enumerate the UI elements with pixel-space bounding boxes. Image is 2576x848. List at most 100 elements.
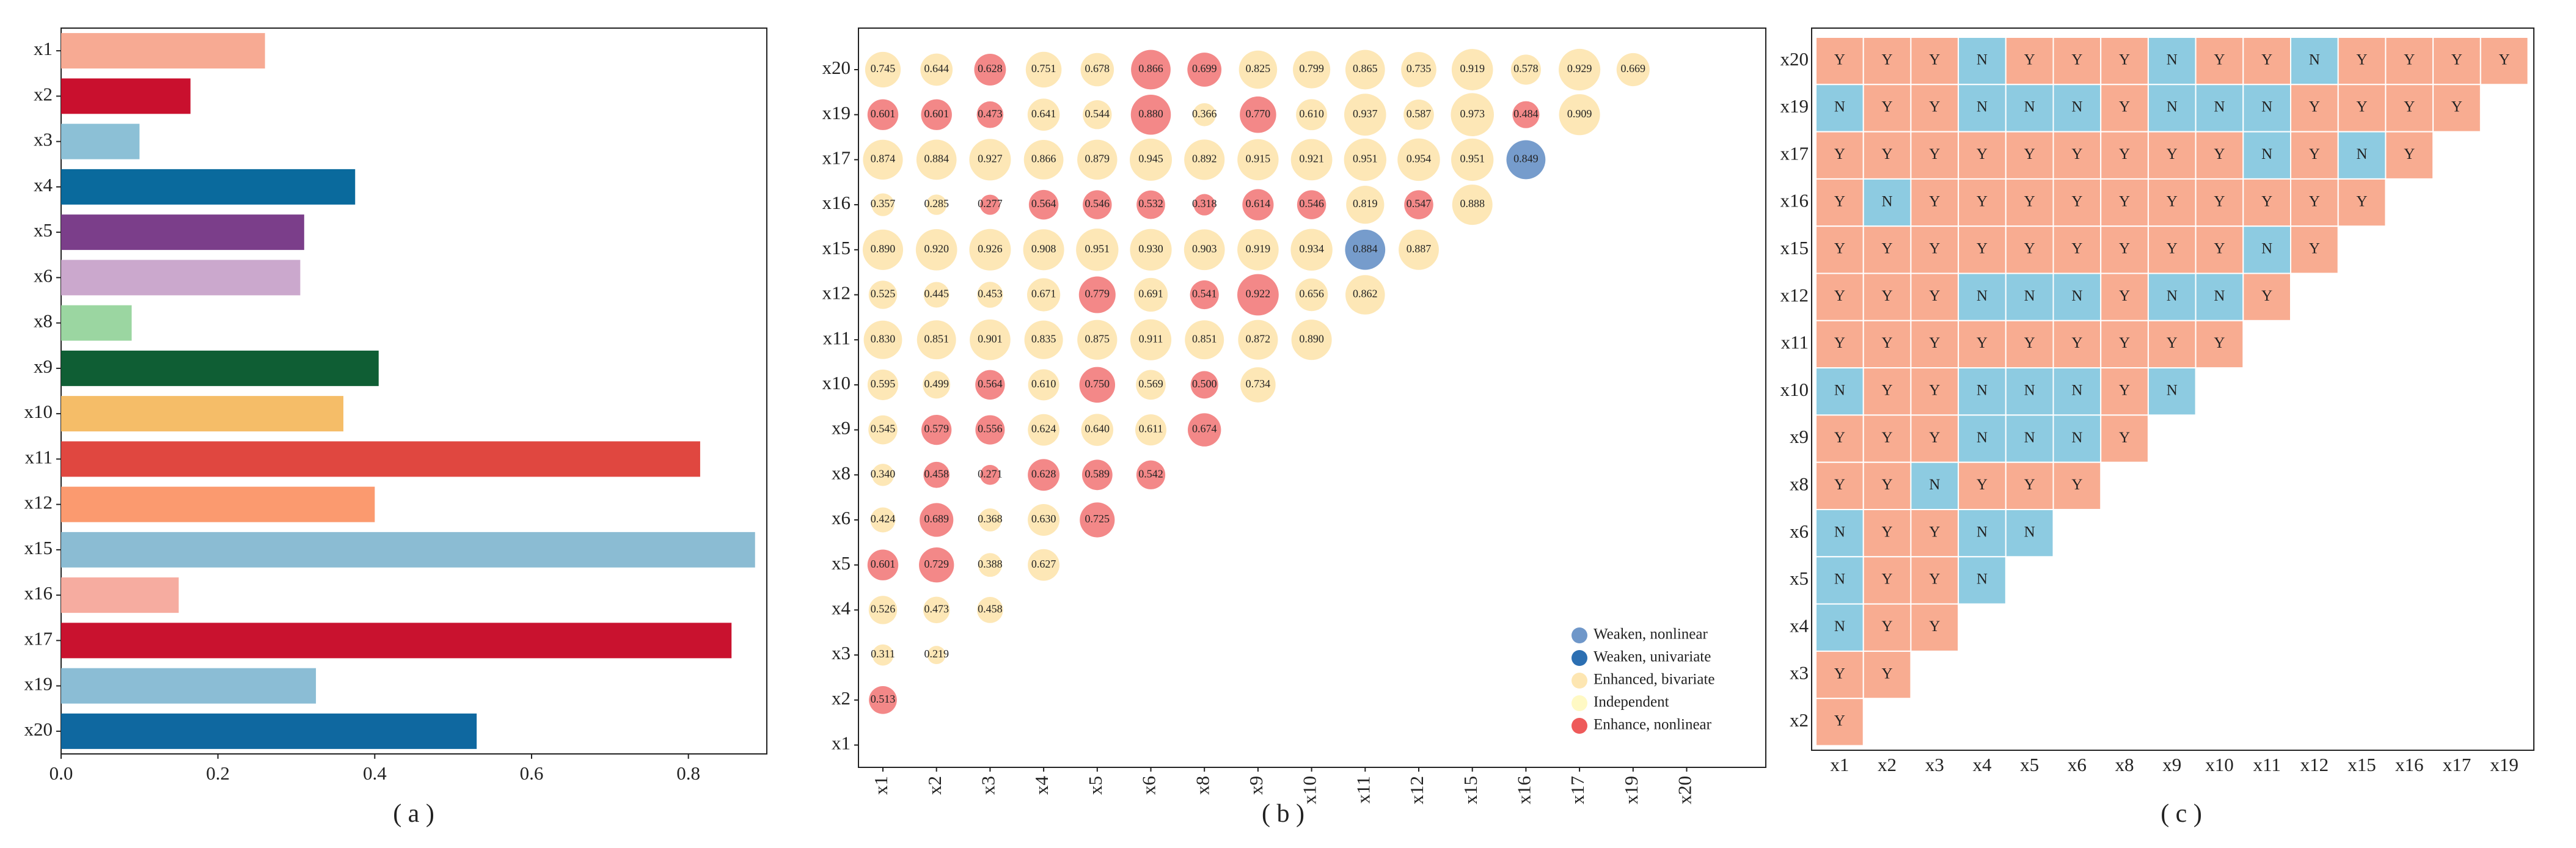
bar-x15 [61, 532, 755, 568]
cell-label: N [1834, 618, 1845, 635]
cell-label: N [2214, 99, 2225, 115]
cell-label: N [2167, 99, 2178, 115]
bubble-x12-x11 [1345, 275, 1385, 315]
cell-label: Y [1977, 241, 1988, 257]
bubble-value-label: 0.473 [924, 603, 949, 615]
x-tick-label: x6 [2068, 754, 2087, 775]
bubble-x10-x2 [923, 371, 951, 399]
bubble-value-label: 0.887 [1407, 243, 1432, 255]
bubble-value-label: 0.872 [1246, 332, 1271, 345]
bubble-value-label: 0.835 [1031, 332, 1056, 345]
bubble-x9-x1 [868, 415, 898, 445]
y-tick-label: x12 [822, 282, 851, 304]
x-tick-label: x17 [2443, 754, 2472, 775]
bubble-value-label: 0.945 [1138, 153, 1163, 165]
bubble-value-label: 0.277 [978, 197, 1003, 210]
bubble-x11-x8 [1185, 320, 1224, 360]
bubble-x16-x10 [1297, 190, 1326, 219]
x-tick-label: x16 [2395, 754, 2424, 775]
cell-label: Y [2024, 477, 2035, 493]
cell-label: Y [2071, 51, 2082, 68]
cell-x20-x6 [2052, 37, 2102, 86]
bubble-value-label: 0.934 [1299, 243, 1324, 255]
cell-label: Y [2261, 288, 2272, 304]
legend-swatch-enhanced_bivariate [1572, 673, 1587, 689]
cell-x15-x2 [1862, 225, 1912, 274]
cell-label: Y [2119, 288, 2130, 304]
cell-label: Y [1834, 665, 1845, 682]
bubble-x3-x1 [872, 644, 894, 666]
bubble-value-label: 0.884 [924, 153, 949, 165]
cell-label: Y [2261, 51, 2272, 68]
cell-x17-x10 [2195, 131, 2244, 180]
bubble-x17-x4 [1023, 140, 1064, 180]
y-tick-label: x10 [24, 401, 53, 422]
bubble-value-label: 0.484 [1513, 108, 1539, 120]
bar-x19 [61, 668, 317, 704]
cell-x19-x17 [2432, 84, 2481, 133]
x-tick-label: x2 [924, 776, 945, 795]
cell-label: N [1834, 99, 1845, 115]
bubble-value-label: 0.547 [1407, 197, 1432, 210]
cell-x20-x10 [2195, 37, 2244, 86]
cell-label: Y [1882, 382, 1893, 398]
cell-label: Y [1929, 288, 1940, 304]
bubble-value-label: 0.340 [871, 467, 896, 480]
cell-x15-x12 [2290, 225, 2339, 274]
cell-label: Y [2119, 429, 2130, 446]
bubble-value-label: 0.875 [1085, 332, 1110, 345]
cell-x12-x3 [1910, 272, 1959, 321]
bubble-x9-x2 [921, 414, 952, 445]
bubble-x16-x8 [1193, 194, 1215, 216]
y-tick-label: x12 [24, 492, 53, 513]
cell-label: N [1977, 524, 1988, 540]
bubble-value-label: 0.874 [871, 153, 896, 165]
bubble-x16-x15 [1452, 185, 1493, 225]
cell-x20-x1 [1815, 37, 1864, 86]
bubble-x19-x3 [976, 101, 1004, 128]
cell-label: Y [1882, 477, 1893, 493]
bubble-x9-x8 [1188, 413, 1221, 447]
cell-x8-x3 [1910, 461, 1959, 511]
cell-label: Y [2499, 51, 2510, 68]
bar-x10 [61, 396, 343, 432]
cell-x15-x8 [2100, 225, 2149, 274]
cell-label: Y [2214, 241, 2225, 257]
cell-label: Y [1977, 193, 1988, 210]
bubble-value-label: 0.745 [871, 62, 896, 75]
bubble-value-label: 0.601 [871, 558, 896, 570]
cell-label: N [1977, 429, 1988, 446]
cell-label: N [2167, 288, 2178, 304]
bubble-x11-x1 [863, 320, 902, 359]
bubble-value-label: 0.866 [1031, 153, 1056, 165]
cell-x6-x3 [1910, 509, 1959, 558]
bubble-value-label: 0.884 [1353, 243, 1378, 255]
bubble-x10-x3 [975, 370, 1005, 400]
bubble-x16-x1 [871, 193, 895, 216]
bubble-x20-x19 [1616, 53, 1650, 87]
y-tick-label: x4 [1790, 615, 1809, 636]
cell-label: Y [1882, 146, 1893, 163]
cell-label: Y [1834, 241, 1845, 257]
cell-x10-x9 [2147, 367, 2197, 416]
cell-label: Y [1929, 51, 1940, 68]
bubble-value-label: 0.458 [924, 467, 949, 480]
cell-label: Y [2119, 335, 2130, 351]
bubble-value-label: 0.922 [1246, 288, 1271, 300]
legend-label: Enhanced, bivariate [1594, 671, 1715, 688]
bar-x4 [61, 169, 356, 205]
y-tick-label: x12 [1780, 284, 1809, 305]
y-tick-label: x8 [1790, 473, 1809, 494]
cell-x10-x1 [1815, 367, 1864, 416]
bubble-x9-x4 [1028, 414, 1059, 446]
x-tick-label: x1 [1830, 754, 1849, 775]
y-tick-label: x2 [34, 83, 53, 104]
cell-label: N [2261, 241, 2272, 257]
cell-label: Y [2071, 335, 2082, 351]
cell-label: Y [1882, 618, 1893, 635]
bubble-value-label: 0.750 [1085, 378, 1110, 390]
panel-a-caption: ( a ) [393, 800, 434, 828]
cell-label: Y [1929, 146, 1940, 163]
cell-label: N [2071, 99, 2082, 115]
panel-b-legend: Weaken, nonlinear Weaken, univariate Enhan… [1572, 626, 1715, 734]
